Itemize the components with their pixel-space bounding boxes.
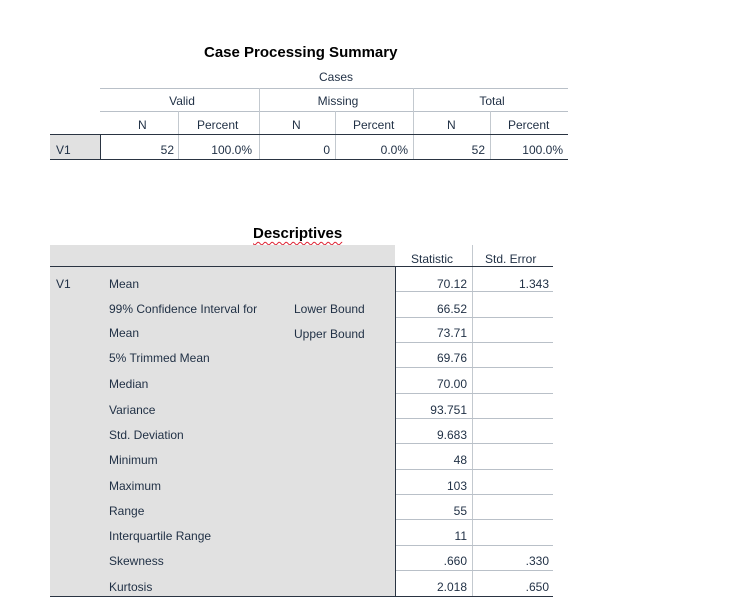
statistic-value: 66.52 xyxy=(436,302,467,316)
missing-percent-value: 0.0% xyxy=(380,143,408,157)
statistic-value: 103 xyxy=(446,479,467,493)
total-percent-value: 100.0% xyxy=(522,143,563,157)
stat-label: Mean xyxy=(109,277,140,291)
stub-divider xyxy=(395,266,396,596)
table-top-line xyxy=(50,134,568,135)
var-label-v1: V1 xyxy=(56,277,71,291)
stat-label: Mean xyxy=(109,326,140,340)
stat-label: Kurtosis xyxy=(109,580,153,594)
col-valid-n: N xyxy=(138,118,147,132)
ci-lower-label: Lower Bound xyxy=(294,302,365,316)
col-valid-percent: Percent xyxy=(197,118,239,132)
stat-label: Minimum xyxy=(109,453,158,467)
row-divider xyxy=(396,367,553,368)
row-divider xyxy=(396,494,553,495)
row-label-v1: V1 xyxy=(56,143,71,157)
group-valid: Valid xyxy=(169,94,195,108)
stat-label: Variance xyxy=(109,403,156,417)
statistic-value: 73.71 xyxy=(436,326,467,340)
header-gray-block xyxy=(50,245,395,267)
stat-label: 5% Trimmed Mean xyxy=(109,351,210,365)
divider xyxy=(335,111,336,159)
divider xyxy=(178,111,179,159)
row-label-cell xyxy=(50,135,100,159)
statistic-value: .660 xyxy=(443,554,467,568)
row-divider xyxy=(396,291,553,292)
row-divider xyxy=(396,317,553,318)
col-total-n: N xyxy=(447,118,456,132)
row-divider xyxy=(396,393,553,394)
valid-n-value: 52 xyxy=(160,143,174,157)
case-processing-title: Case Processing Summary xyxy=(204,44,398,61)
statistic-value: 2.018 xyxy=(436,580,467,594)
row-divider xyxy=(396,570,553,571)
statistic-value: 70.00 xyxy=(436,377,467,391)
statistic-value: 70.12 xyxy=(436,277,467,291)
row-divider xyxy=(396,443,553,444)
statistic-value: 11 xyxy=(454,529,467,543)
divider xyxy=(259,88,260,112)
divider xyxy=(413,111,414,159)
col-std-error: Std. Error xyxy=(485,252,537,266)
stat-label: Interquartile Range xyxy=(109,529,212,543)
table-bottom-line xyxy=(50,159,568,160)
std-error-value: .650 xyxy=(525,580,549,594)
table-bottom-line xyxy=(50,596,553,597)
ci-upper-label: Upper Bound xyxy=(294,327,365,341)
divider xyxy=(472,245,473,596)
divider xyxy=(490,111,491,159)
row-divider xyxy=(396,342,553,343)
col-total-percent: Percent xyxy=(508,118,550,132)
statistic-value: 55 xyxy=(453,504,467,518)
stat-label: Range xyxy=(109,504,145,518)
stat-label: Median xyxy=(109,377,149,391)
std-error-value: .330 xyxy=(525,554,549,568)
col-missing-percent: Percent xyxy=(353,118,395,132)
missing-n-value: 0 xyxy=(323,143,330,157)
stat-label: Std. Deviation xyxy=(109,428,184,442)
valid-percent-value: 100.0% xyxy=(211,143,252,157)
cases-header-line xyxy=(100,88,568,89)
statistic-value: 9.683 xyxy=(436,428,467,442)
stat-label: 99% Confidence Interval for xyxy=(109,302,258,316)
table-top-line xyxy=(50,266,553,267)
group-total: Total xyxy=(479,94,505,108)
row-divider xyxy=(396,519,553,520)
stat-label: Maximum xyxy=(109,479,162,493)
total-n-value: 52 xyxy=(471,143,485,157)
statistic-value: 69.76 xyxy=(436,351,467,365)
col-missing-n: N xyxy=(292,118,301,132)
row-divider xyxy=(396,469,553,470)
row-divider xyxy=(396,418,553,419)
divider xyxy=(413,88,414,112)
descriptives-title: Descriptives xyxy=(253,225,343,242)
statistic-value: 93.751 xyxy=(430,403,467,417)
std-error-value: 1.343 xyxy=(518,277,549,291)
cases-header: Cases xyxy=(318,70,353,84)
row-divider xyxy=(396,545,553,546)
stub-gray-block xyxy=(50,267,395,596)
col-statistic: Statistic xyxy=(411,252,454,266)
stat-label: Skewness xyxy=(109,554,164,568)
group-header-line xyxy=(100,111,568,112)
statistic-value: 48 xyxy=(453,453,467,467)
row-label-divider xyxy=(100,134,101,159)
group-missing: Missing xyxy=(317,94,359,108)
divider xyxy=(259,111,260,159)
